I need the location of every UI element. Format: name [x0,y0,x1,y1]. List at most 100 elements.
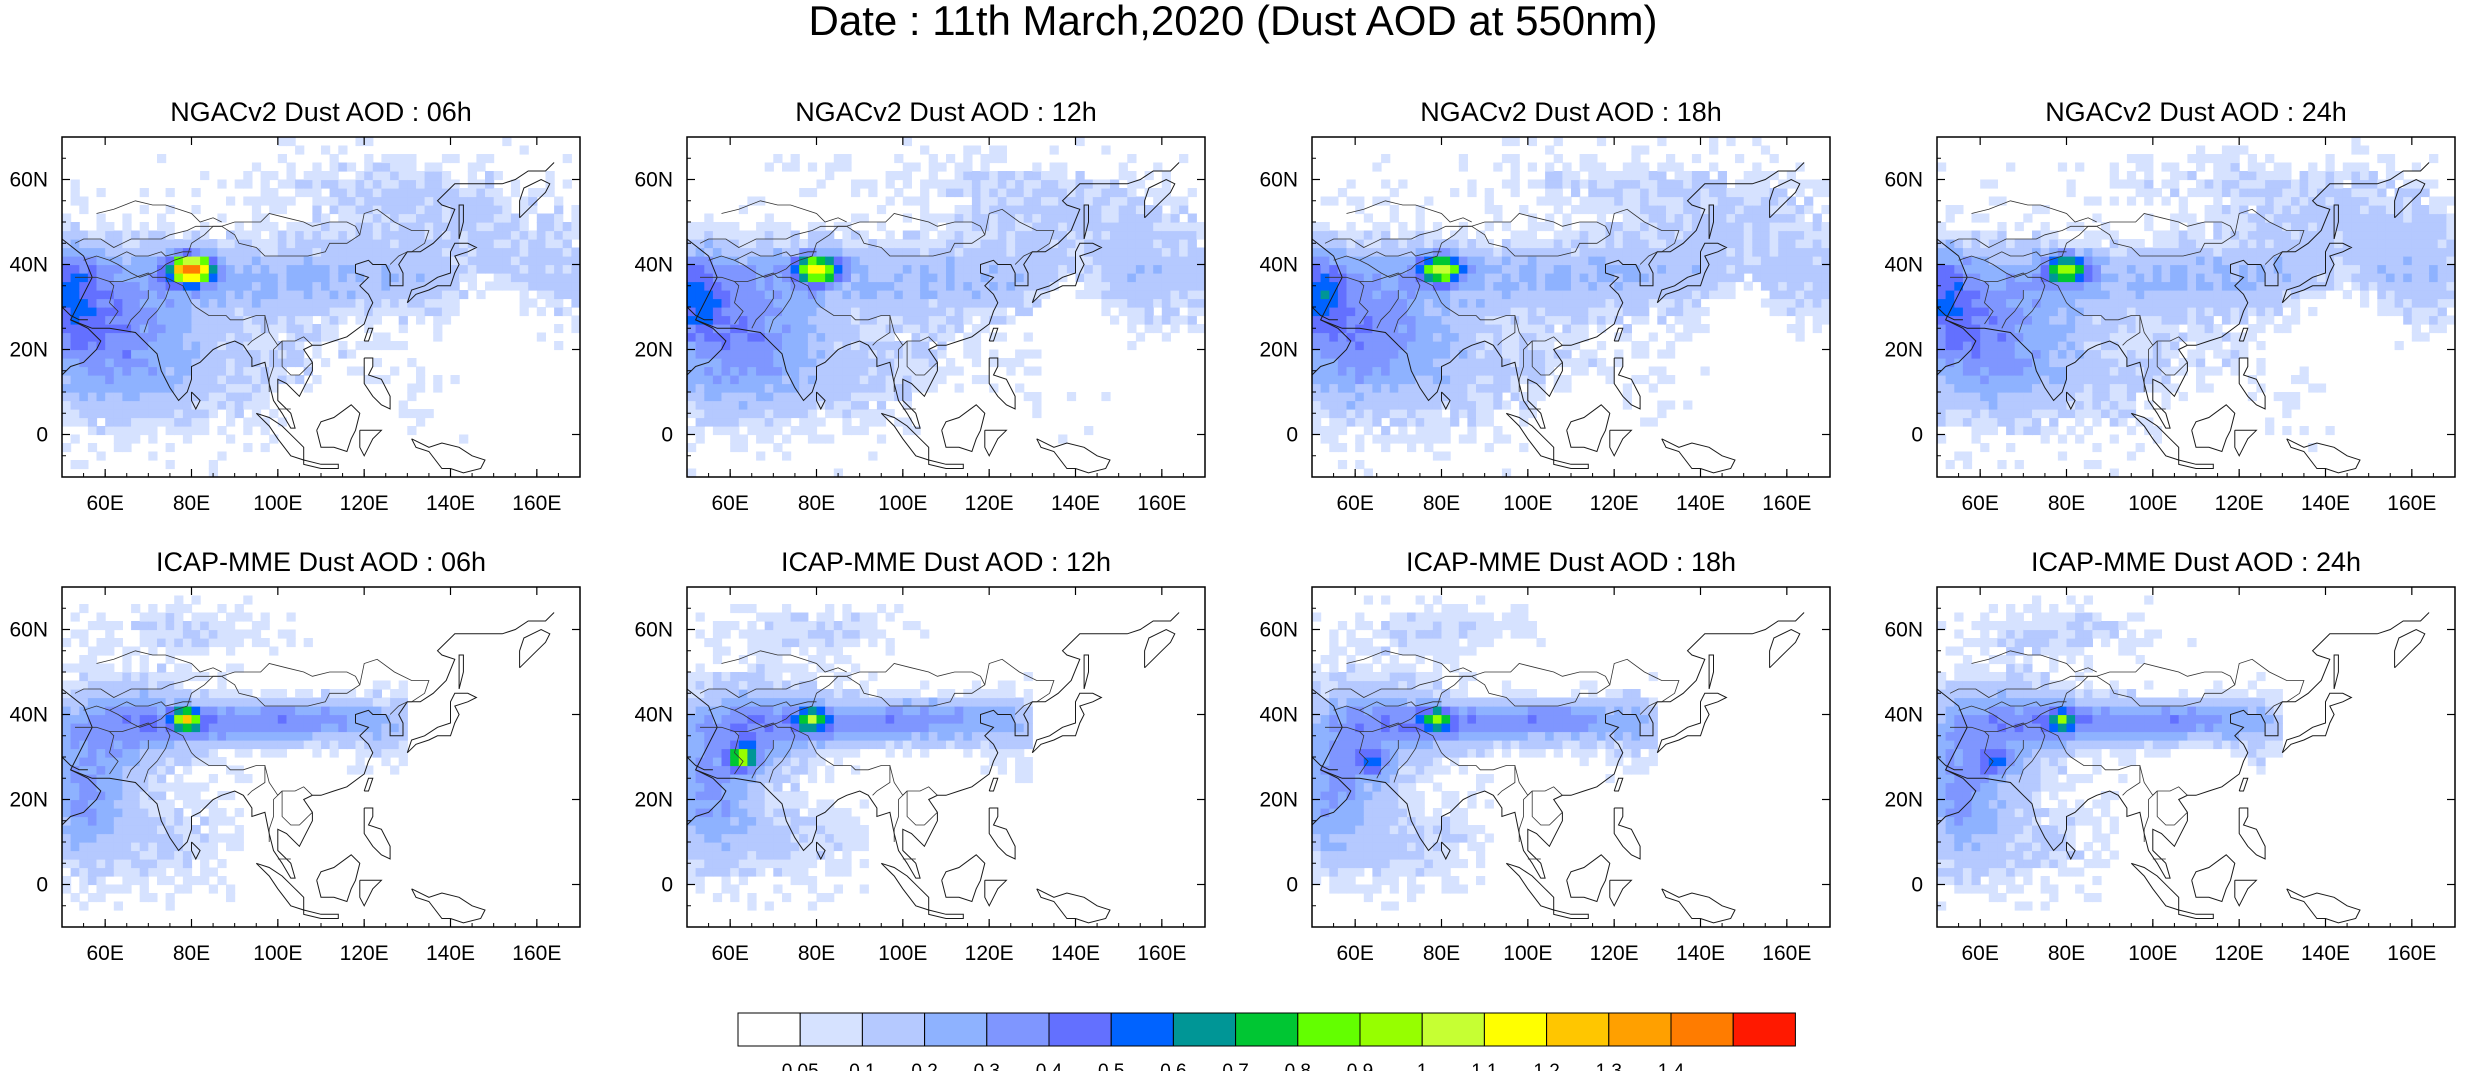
colorbar-swatch [1359,1012,1423,1047]
panel-title: NGACv2 Dust AOD : 12h [795,97,1097,127]
country-border [1346,650,1472,673]
country-border [700,276,744,325]
coastline [1083,204,1089,240]
coastline [880,412,930,461]
coastline [1031,692,1103,754]
country-border [872,765,891,796]
x-tick-label: 100E [253,942,302,965]
country-border [1376,740,1399,779]
aod-field [1312,137,1830,477]
coastline [458,654,464,690]
coastline [1144,628,1176,669]
coastline [2394,628,2426,669]
country-border [1333,675,1472,728]
country-border [708,225,847,278]
country-border [1609,208,1680,253]
x-tick-label: 140E [1676,942,1725,965]
colorbar-swatch [737,1012,801,1047]
country-border [74,675,222,698]
x-tick-label: 100E [2128,942,2177,965]
x-tick-label: 160E [1762,942,1811,965]
country-border [1346,200,1472,223]
coastline [1083,654,1089,690]
y-tick-label: 0 [1911,874,1923,897]
country-border [126,740,149,779]
coastline [1708,654,1714,690]
x-tick-label: 60E [1961,492,1998,515]
colorbar-label: 1.3 [1596,1061,1622,1071]
coastline [191,841,201,861]
country-border [96,650,222,673]
colorbar-swatch [1297,1012,1361,1047]
y-tick-label: 20N [1259,789,1298,812]
aod-field [687,137,1205,477]
coastline [816,391,826,411]
coastline [2238,807,2266,860]
country-border [268,790,283,842]
coastline [1312,756,1338,771]
coastline [62,306,88,321]
country-border [1359,251,1442,261]
country-border [906,341,938,376]
coastline [687,306,713,321]
y-tick-label: 60N [1259,619,1298,642]
x-tick-label: 80E [173,942,210,965]
country-border [359,208,430,253]
x-tick-label: 140E [2301,492,2350,515]
coastline [255,412,305,461]
coastline [2286,438,2361,474]
y-tick-label: 60N [9,619,48,642]
coastline [1566,404,1611,453]
coastline [1661,888,1736,924]
colorbar-swatch [1235,1012,1299,1047]
colorbar-swatch [1546,1012,1610,1047]
country-border [126,290,149,329]
coastline [2066,391,2076,411]
country-border [699,675,847,698]
coastline [1769,628,1801,669]
coastline [1656,692,1728,754]
coastline [1613,357,1641,410]
country-border [2001,740,2024,779]
country-border [1958,225,2097,278]
colorbar-swatch [1483,1012,1548,1047]
country-border [1971,200,2097,223]
country-border [247,315,266,346]
country-border [2040,276,2188,346]
country-border [2040,726,2188,796]
y-tick-label: 20N [1884,339,1923,362]
x-tick-label: 120E [965,942,1014,965]
country-border [268,340,283,392]
country-border [1984,251,2067,261]
coastline [2234,429,2258,457]
coastline [687,769,727,826]
x-tick-label: 80E [1423,492,1460,515]
map-panel-8: ICAP-MME Dust AOD : 24h 60E 80E 100E 120E 140… [1884,547,2456,965]
y-tick-label: 0 [36,874,48,897]
country-border [699,225,847,248]
colorbar-label: 0.6 [1160,1061,1186,1071]
x-tick-label: 100E [2128,492,2177,515]
y-tick-label: 20N [634,789,673,812]
y-tick-label: 60N [9,169,48,192]
y-tick-label: 40N [1259,704,1298,727]
coastline [1441,391,1451,411]
country-border [984,658,1055,703]
coastline [687,319,727,376]
x-tick-label: 140E [1676,492,1725,515]
x-tick-label: 80E [798,492,835,515]
panel-title: ICAP-MME Dust AOD : 24h [2031,547,2361,577]
coastline [2191,404,2236,453]
x-tick-label: 60E [711,492,748,515]
x-tick-label: 160E [2387,942,2436,965]
country-border [281,791,313,826]
coastline [316,854,361,903]
figure-title: Date : 11th March,2020 (Dust AOD at 550n… [808,0,1658,44]
coastline [255,862,305,911]
coastline [816,841,826,861]
country-border [75,276,119,325]
coastline [1613,327,1624,342]
x-tick-label: 140E [2301,942,2350,965]
y-tick-label: 40N [1884,254,1923,277]
colorbar-label: 1.1 [1471,1061,1497,1071]
